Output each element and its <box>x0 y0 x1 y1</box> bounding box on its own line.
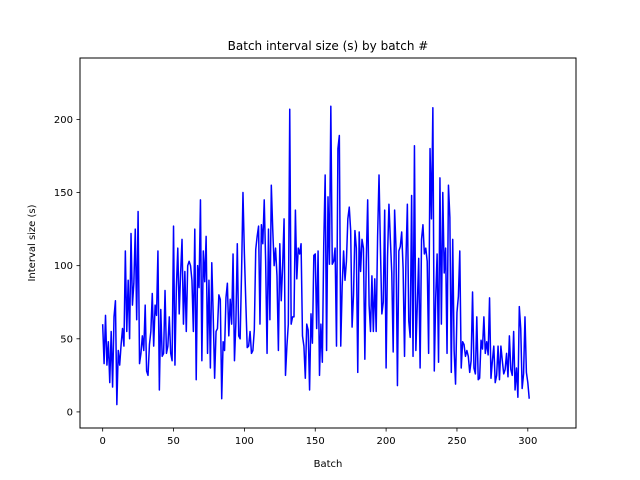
x-tick-label: 150 <box>306 436 325 447</box>
series-line-0 <box>101 105 530 406</box>
x-tick-label: 50 <box>167 436 180 447</box>
y-tick-label: 50 <box>60 334 73 345</box>
x-tick-label: 0 <box>99 436 105 447</box>
x-axis-ticks: 0 50 100 150 200 250 300 <box>99 428 537 447</box>
y-tick-label: 0 <box>67 407 73 418</box>
x-tick-label: 250 <box>447 436 466 447</box>
x-tick-label: 300 <box>518 436 537 447</box>
x-axis-label: Batch <box>314 459 343 470</box>
y-tick-label: 100 <box>54 261 73 272</box>
x-tick-label: 100 <box>235 436 254 447</box>
x-tick-label: 200 <box>377 436 396 447</box>
y-axis-ticks: 0 50 100 150 200 <box>54 115 80 418</box>
series-layer <box>101 105 530 406</box>
chart-title: Batch interval size (s) by batch # <box>228 39 429 53</box>
plot-area-frame <box>79 57 577 429</box>
y-tick-label: 200 <box>54 115 73 126</box>
y-axis-label: Interval size (s) <box>27 204 38 281</box>
y-tick-label: 150 <box>54 188 73 199</box>
